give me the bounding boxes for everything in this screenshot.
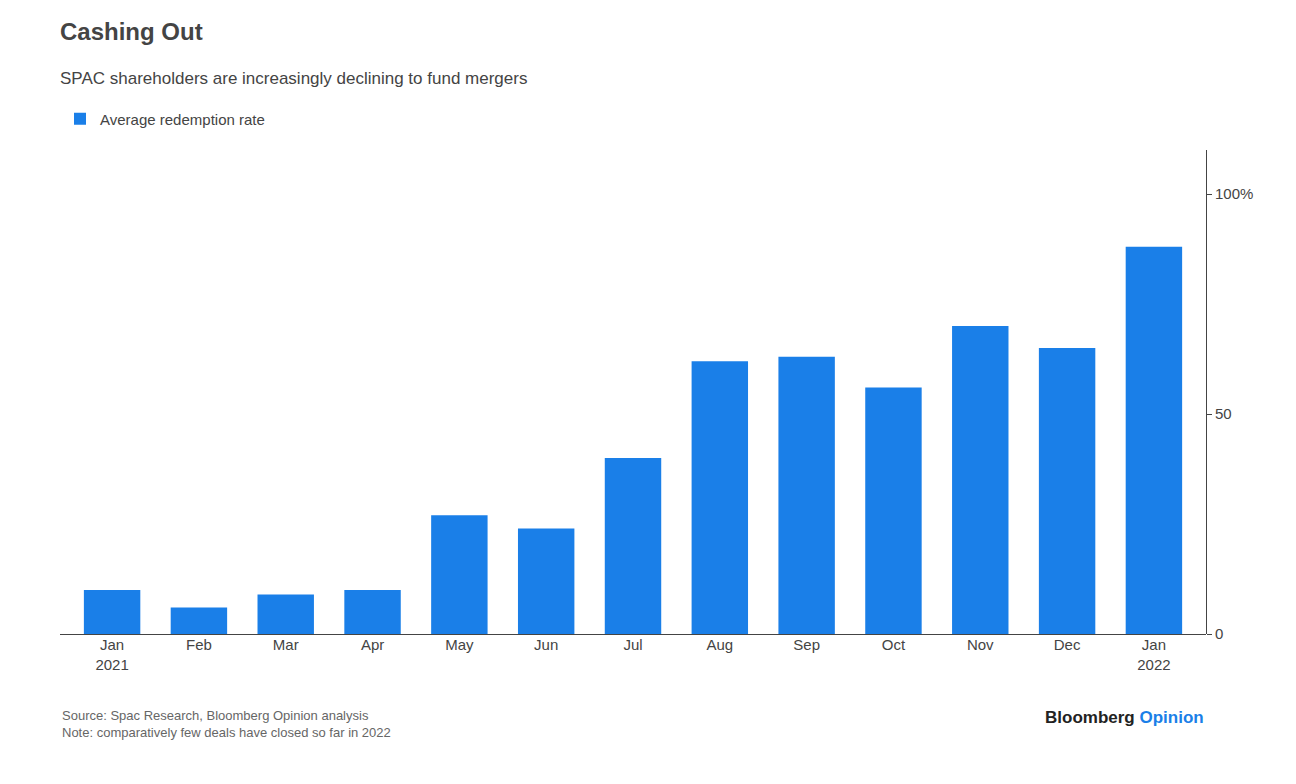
svg-text:100%: 100% — [1215, 185, 1253, 202]
svg-text:Jun: Jun — [534, 636, 558, 653]
svg-text:50: 50 — [1215, 405, 1232, 422]
svg-text:Jul: Jul — [623, 636, 642, 653]
svg-text:May: May — [445, 636, 474, 653]
svg-text:Aug: Aug — [706, 636, 733, 653]
svg-text:Jan2021: Jan2021 — [95, 636, 128, 673]
svg-text:Cashing Out: Cashing Out — [60, 18, 203, 45]
svg-text:Feb: Feb — [186, 636, 212, 653]
svg-text:Jan2022: Jan2022 — [1137, 636, 1170, 673]
svg-text:0: 0 — [1215, 625, 1223, 642]
svg-text:Mar: Mar — [273, 636, 299, 653]
svg-text:Nov: Nov — [967, 636, 994, 653]
svg-text:Apr: Apr — [361, 636, 384, 653]
svg-text:Source: Spac Research, Bloombe: Source: Spac Research, Bloomberg Opinion… — [62, 708, 391, 740]
svg-text:Dec: Dec — [1054, 636, 1081, 653]
svg-text:Bloomberg Opinion: Bloomberg Opinion — [1045, 708, 1204, 727]
svg-text:Oct: Oct — [882, 636, 906, 653]
svg-text:SPAC shareholders are increasi: SPAC shareholders are increasingly decli… — [60, 69, 527, 88]
svg-text:Sep: Sep — [793, 636, 820, 653]
svg-text:Average redemption rate: Average redemption rate — [100, 111, 265, 128]
